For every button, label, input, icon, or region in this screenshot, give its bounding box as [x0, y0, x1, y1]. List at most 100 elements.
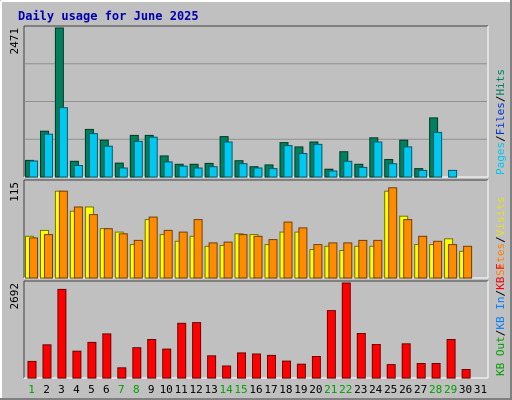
x-tick-label: 3: [58, 383, 65, 396]
bar-pages-day-15: [238, 163, 248, 178]
bar-sites-day-13: [208, 242, 218, 279]
bar-kb-f-day-7: [117, 367, 127, 379]
x-tick-label: 30: [459, 383, 472, 396]
bar-pages-day-6: [103, 145, 113, 178]
bar-kb-f-day-21: [326, 310, 336, 379]
bar-sites-day-9: [148, 216, 158, 279]
bar-pages-day-5: [88, 133, 98, 178]
bar-kb-f-day-4: [72, 350, 82, 379]
bar-kb-f-day-17: [267, 354, 276, 379]
bar-kb-f-day-20: [311, 356, 321, 379]
bar-kb-f-day-28: [431, 363, 441, 379]
bar-sites-day-10: [163, 229, 173, 279]
bar-kb-f-day-24: [371, 344, 381, 379]
x-tick-label: 26: [399, 383, 412, 396]
bar-sites-day-12: [193, 219, 203, 279]
x-tick-label: 20: [309, 383, 322, 396]
x-tick-label: 14: [219, 383, 233, 396]
bar-pages-day-26: [403, 146, 413, 178]
x-tick-label: 10: [160, 383, 173, 396]
bar-pages-day-13: [208, 166, 218, 178]
bar-kb-f-day-18: [282, 360, 291, 379]
bar-sites-day-20: [313, 244, 323, 279]
bar-kb-f-day-13: [207, 355, 217, 379]
x-tick-label: 13: [204, 383, 217, 396]
legend-entry: Files: [494, 102, 507, 135]
panel-requests-legend: Pages/Files/Hits: [494, 69, 507, 175]
x-tick-label: 25: [384, 383, 397, 396]
x-tick-label: 11: [175, 383, 188, 396]
x-tick-label: 19: [294, 383, 307, 396]
bar-kb-f-day-9: [147, 339, 157, 379]
x-tick-label: 9: [148, 383, 155, 396]
x-tick-label: 1: [28, 383, 35, 396]
x-tick-label: 16: [249, 383, 262, 396]
bar-pages-day-24: [373, 141, 383, 178]
panel-visits-ymax-label: 115: [8, 182, 21, 202]
bar-kb-f-day-5: [87, 341, 97, 379]
bar-sites-day-29: [448, 244, 458, 279]
bar-kb-f-day-27: [416, 363, 426, 379]
legend-entry: KB F: [494, 263, 507, 290]
bar-sites-day-19: [298, 227, 308, 279]
bar-sites-day-5: [88, 214, 98, 279]
series-kb-f: [27, 282, 471, 379]
legend-entry: Visits: [494, 197, 507, 237]
legend-entry: /: [494, 96, 507, 103]
legend-entry: Hits: [494, 69, 507, 96]
bar-sites-day-27: [418, 235, 428, 279]
bar-kb-f-day-2: [42, 344, 52, 379]
bar-sites-day-16: [253, 235, 263, 279]
bar-sites-day-11: [178, 231, 188, 279]
bar-sites-day-17: [268, 239, 278, 279]
bar-sites-day-21: [328, 242, 338, 279]
x-tick-label: 2: [43, 383, 50, 396]
legend-entry: Pages: [494, 142, 507, 175]
x-tick-label: 22: [339, 383, 352, 396]
bar-sites-day-30: [463, 245, 473, 279]
bar-pages-day-22: [343, 160, 353, 178]
legend-entry: KB In: [494, 297, 507, 330]
bar-sites-day-24: [373, 239, 383, 279]
bar-kb-f-day-29: [446, 339, 456, 379]
x-tick-label: 31: [474, 383, 487, 396]
bar-kb-f-day-3: [57, 288, 67, 379]
bar-pages-day-17: [268, 168, 278, 178]
series-pages: [29, 107, 458, 178]
x-tick-label: 28: [429, 383, 442, 396]
bar-kb-f-day-8: [132, 347, 142, 379]
x-tick-label: 21: [324, 383, 337, 396]
x-tick-label: 17: [264, 383, 277, 396]
bar-pages-day-11: [178, 165, 188, 178]
chart-panels: 2471Pages/Files/Hits115Sites/Visits2692K…: [8, 25, 507, 379]
bar-kb-f-day-15: [237, 352, 246, 379]
chart-title: Daily usage for June 2025: [18, 9, 199, 23]
panel-requests-ymax-label: 2471: [8, 28, 21, 55]
bar-kb-f-day-25: [386, 364, 396, 379]
x-axis: 1 2 3 4 5 6 7 8 9 10 11 12 13 14 15 16 17 18 19 20 21 22 23 24 2…: [28, 383, 487, 396]
legend-entry: KB Out: [494, 336, 507, 376]
legend-entry: /: [494, 290, 507, 297]
bar-kb-f-day-19: [296, 363, 306, 379]
legend-entry: Sites: [494, 243, 507, 276]
bar-kb-f-day-10: [162, 348, 172, 379]
bar-pages-day-12: [193, 167, 203, 178]
bar-sites-day-8: [133, 239, 143, 279]
bar-pages-day-3: [58, 107, 68, 178]
panel-kbytes-legend: KB Out/KB In/KB F: [494, 263, 507, 376]
bar-pages-day-7: [118, 167, 128, 178]
bar-sites-day-26: [403, 219, 413, 279]
bar-kb-f-day-26: [401, 343, 411, 379]
x-tick-label: 23: [354, 383, 367, 396]
bar-sites-day-25: [388, 187, 398, 279]
x-tick-label: 15: [234, 383, 247, 396]
bar-kb-f-day-30: [461, 369, 471, 379]
bar-pages-day-29: [448, 169, 458, 178]
bar-pages-day-20: [313, 143, 323, 178]
bar-pages-day-27: [418, 169, 428, 178]
panel-visits-legend: Sites/Visits: [494, 197, 507, 277]
bar-kb-f-day-23: [356, 333, 366, 379]
x-tick-label: 6: [103, 383, 110, 396]
